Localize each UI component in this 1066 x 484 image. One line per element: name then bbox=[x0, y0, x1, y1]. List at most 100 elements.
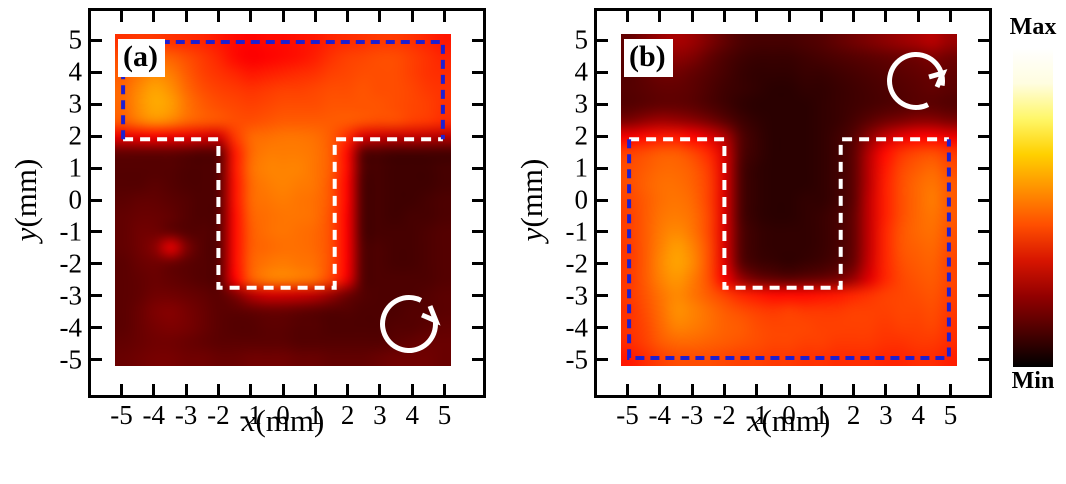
y-tick-label: 2 bbox=[574, 120, 589, 151]
x-tick-label: 2 bbox=[846, 400, 861, 430]
x-tick-mark bbox=[658, 11, 662, 22]
y-tick-mark bbox=[472, 102, 483, 106]
y-tick-mark bbox=[597, 262, 608, 266]
x-tick-mark bbox=[916, 11, 920, 22]
x-tick-mark bbox=[690, 11, 694, 22]
x-tick-label: 5 bbox=[437, 400, 452, 430]
y-tick-mark bbox=[91, 70, 102, 74]
y-tick-mark bbox=[472, 358, 483, 362]
y-tick-mark bbox=[978, 294, 989, 298]
panel-label-a: (a) bbox=[118, 39, 165, 77]
x-tick-mark bbox=[346, 11, 350, 22]
y-tick-mark bbox=[91, 166, 102, 170]
y-tick-mark bbox=[91, 102, 102, 106]
x-tick-mark bbox=[625, 384, 629, 395]
y-tick-label: 0 bbox=[68, 184, 83, 215]
x-tick-mark bbox=[410, 384, 414, 395]
x-tick-label: 3 bbox=[373, 400, 387, 430]
y-tick-label: 3 bbox=[68, 88, 83, 119]
y-tick-mark bbox=[472, 294, 483, 298]
y-tick-mark bbox=[91, 358, 102, 362]
y-tick-mark bbox=[597, 198, 608, 202]
x-tick-label: 4 bbox=[911, 400, 925, 430]
heatmap-area-a: (a) bbox=[115, 34, 451, 366]
y-tick-mark bbox=[978, 38, 989, 42]
y-tick-mark bbox=[472, 134, 483, 138]
x-tick-mark bbox=[313, 11, 317, 22]
x-tick-label: -3 bbox=[680, 400, 704, 430]
x-tick-mark bbox=[119, 384, 123, 395]
y-tick-mark bbox=[472, 70, 483, 74]
y-tick-label: 0 bbox=[574, 184, 589, 215]
x-tick-mark bbox=[819, 11, 823, 22]
y-tick-mark bbox=[472, 166, 483, 170]
x-tick-label: 2 bbox=[340, 400, 355, 430]
y-tick-mark bbox=[597, 294, 608, 298]
y-tick-mark bbox=[597, 358, 608, 362]
y-tick-mark bbox=[472, 38, 483, 42]
y-tick-mark bbox=[978, 134, 989, 138]
y-tick-mark bbox=[91, 134, 102, 138]
y-tick-label: 4 bbox=[574, 56, 589, 87]
y-tick-label: 3 bbox=[574, 88, 589, 119]
x-tick-mark bbox=[152, 11, 156, 22]
x-tick-label: 1 bbox=[814, 400, 829, 430]
x-tick-label: 5 bbox=[943, 400, 958, 430]
y-tick-mark bbox=[978, 262, 989, 266]
y-tick-mark bbox=[978, 102, 989, 106]
y-tick-label: -5 bbox=[59, 344, 83, 375]
y-tick-mark bbox=[978, 198, 989, 202]
x-tick-mark bbox=[852, 384, 856, 395]
x-tick-mark bbox=[152, 384, 156, 395]
x-tick-label: -4 bbox=[648, 400, 672, 430]
x-tick-mark bbox=[443, 384, 447, 395]
y-tick-label: 1 bbox=[574, 152, 589, 183]
y-tick-mark bbox=[978, 358, 989, 362]
x-tick-mark bbox=[281, 11, 285, 22]
x-tick-mark bbox=[852, 11, 856, 22]
x-tick-mark bbox=[755, 384, 759, 395]
x-tick-mark bbox=[949, 384, 953, 395]
y-tick-label: -1 bbox=[565, 216, 589, 247]
x-tick-mark bbox=[378, 11, 382, 22]
y-tick-label: 5 bbox=[68, 24, 83, 55]
heatmap-area-b: (b) bbox=[621, 34, 957, 366]
x-tick-mark bbox=[119, 11, 123, 22]
y-tick-mark bbox=[91, 38, 102, 42]
x-tick-mark bbox=[884, 11, 888, 22]
y-tick-mark bbox=[978, 230, 989, 234]
x-tick-label: -2 bbox=[207, 400, 230, 430]
counterclockwise-rotation-icon bbox=[887, 51, 948, 110]
y-tick-mark bbox=[472, 198, 483, 202]
x-tick-mark bbox=[787, 384, 791, 395]
x-tick-label: 0 bbox=[276, 400, 290, 430]
x-tick-label: 3 bbox=[879, 400, 893, 430]
y-tick-label: 1 bbox=[68, 152, 83, 183]
y-tick-mark bbox=[597, 70, 608, 74]
x-tick-mark bbox=[690, 384, 694, 395]
x-tick-mark bbox=[216, 11, 220, 22]
x-axis-label-a: x(mm) bbox=[241, 403, 325, 438]
colorbar-min-label: Min bbox=[1011, 368, 1055, 394]
y-tick-label: 4 bbox=[68, 56, 83, 87]
x-tick-label: -4 bbox=[142, 400, 166, 430]
y-tick-label: -5 bbox=[565, 344, 589, 375]
y-tick-label: -3 bbox=[59, 280, 83, 311]
x-tick-mark bbox=[184, 384, 188, 395]
x-tick-label: 1 bbox=[308, 400, 323, 430]
y-tick-label: -3 bbox=[565, 280, 589, 311]
x-tick-mark bbox=[410, 11, 414, 22]
x-tick-mark bbox=[819, 384, 823, 395]
y-tick-mark bbox=[472, 326, 483, 330]
x-tick-mark bbox=[625, 11, 629, 22]
x-tick-mark bbox=[949, 11, 953, 22]
y-tick-mark bbox=[597, 102, 608, 106]
y-tick-mark bbox=[597, 230, 608, 234]
clockwise-rotation-icon bbox=[380, 295, 441, 354]
y-tick-label: -4 bbox=[565, 312, 589, 343]
y-tick-mark bbox=[597, 38, 608, 42]
y-tick-mark bbox=[472, 262, 483, 266]
x-tick-mark bbox=[443, 11, 447, 22]
y-tick-mark bbox=[91, 326, 102, 330]
colorbar bbox=[1013, 48, 1053, 367]
